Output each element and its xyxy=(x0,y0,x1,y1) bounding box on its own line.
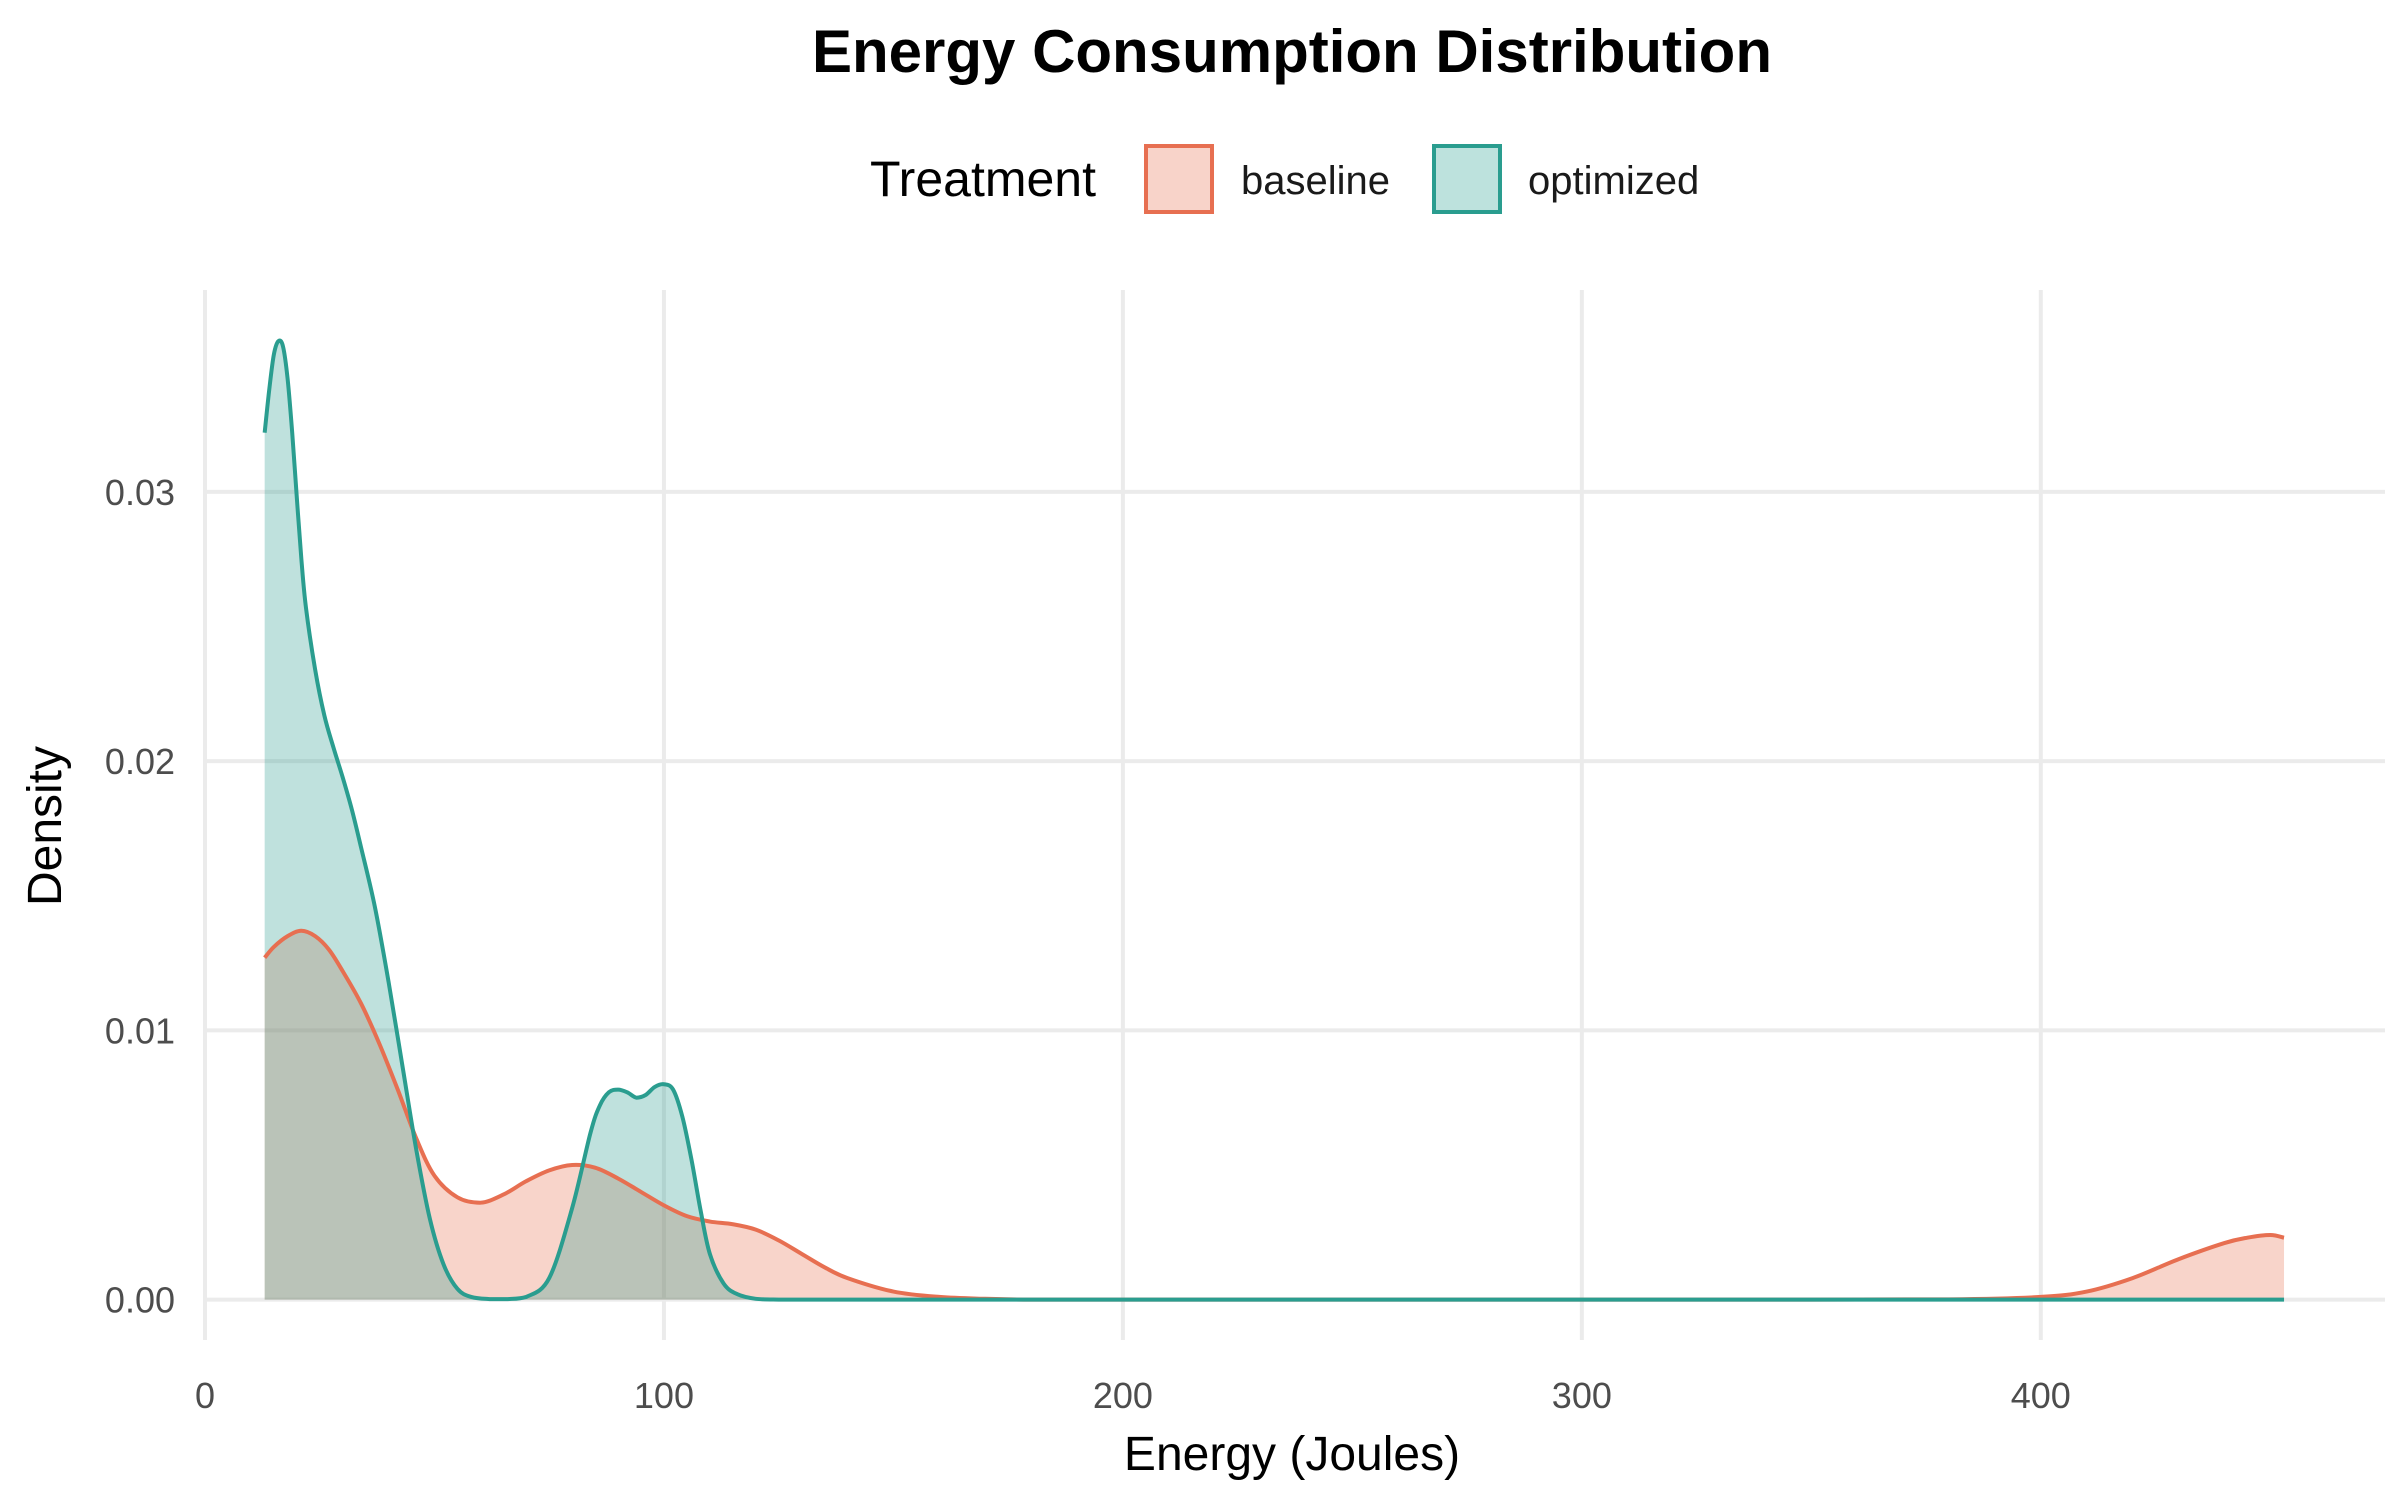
density-area-baseline xyxy=(264,930,2285,1300)
density-line-optimized xyxy=(262,338,2285,1302)
tick-layer: 0 100 200 300 400 0.00 0.01 0.02 0.03 xyxy=(105,472,2071,1416)
legend-label-baseline: baseline xyxy=(1241,159,1390,203)
y-tick-label: 0.02 xyxy=(105,741,175,782)
legend-key-optimized xyxy=(1432,144,1502,214)
x-axis-title: Energy (Joules) xyxy=(1124,1428,1460,1481)
density-area-optimized xyxy=(264,340,2285,1300)
chart-title: Energy Consumption Distribution xyxy=(812,18,1772,85)
x-tick-label: 200 xyxy=(1093,1375,1153,1416)
x-tick-label: 0 xyxy=(195,1375,215,1416)
legend: Treatment baseline optimized xyxy=(870,144,1699,214)
area-layer xyxy=(262,338,2285,1302)
y-axis-title: Density xyxy=(19,746,72,906)
y-tick-label: 0.00 xyxy=(105,1280,175,1321)
legend-key-baseline xyxy=(1144,144,1214,214)
x-tick-label: 100 xyxy=(634,1375,694,1416)
legend-title: Treatment xyxy=(870,151,1096,207)
x-tick-label: 300 xyxy=(1552,1375,1612,1416)
legend-label-optimized: optimized xyxy=(1528,159,1699,203)
y-tick-label: 0.03 xyxy=(105,472,175,513)
y-tick-label: 0.01 xyxy=(105,1010,175,1051)
x-tick-label: 400 xyxy=(2011,1375,2071,1416)
